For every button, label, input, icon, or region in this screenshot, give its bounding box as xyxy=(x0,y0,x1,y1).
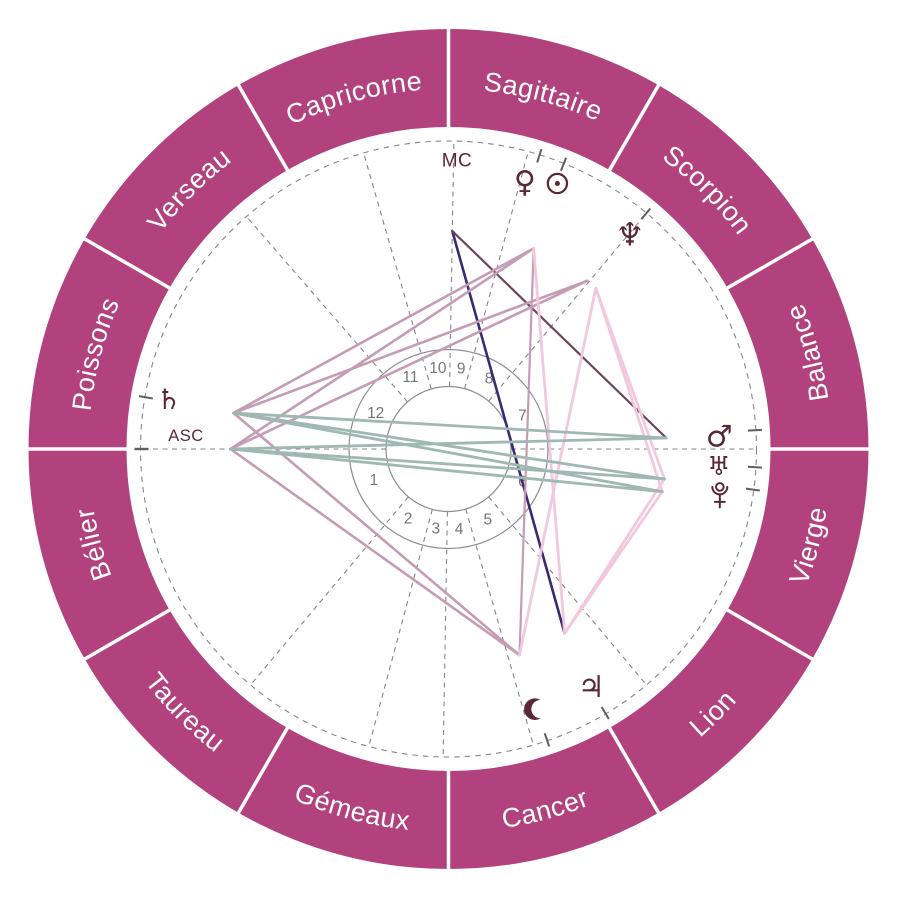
house-number-12: 12 xyxy=(367,405,384,422)
aspect-line-asc-pluton xyxy=(229,447,664,494)
aspect-line-asc-mars xyxy=(229,436,668,451)
planet-lune-glyph xyxy=(524,698,541,720)
aspect-line-mc-mars xyxy=(451,229,668,440)
house-number-7: 7 xyxy=(518,408,527,425)
zodiac-segment-divider xyxy=(236,83,290,172)
planet-pluton-glyph xyxy=(711,482,729,509)
aspect-line-mc-jupiter xyxy=(451,229,566,635)
house-number-11: 11 xyxy=(402,369,418,386)
zodiac-segment-divider xyxy=(725,607,814,662)
pluto-circle-icon xyxy=(715,482,725,492)
house-cusp-line xyxy=(442,511,448,757)
house-cusp-line xyxy=(488,496,647,686)
house-number-4: 4 xyxy=(455,521,464,538)
house-number-3: 3 xyxy=(432,521,441,538)
house-cusp-line xyxy=(368,509,433,747)
house-cusp-line xyxy=(363,152,432,390)
aspect-line-saturne-mars xyxy=(232,411,668,440)
house-number-5: 5 xyxy=(483,511,492,528)
sun-dot-icon xyxy=(554,180,560,186)
house-cusp-line xyxy=(465,508,534,746)
mc-label: MC xyxy=(442,151,473,172)
zodiac-segment-divider xyxy=(83,607,172,662)
moon-crescent-icon xyxy=(524,698,541,720)
planet-soleil-glyph xyxy=(546,172,569,195)
house-wheel-inner-circle xyxy=(385,385,512,513)
planet-tick-lune xyxy=(543,732,551,747)
aspect-line-asc-uranus xyxy=(229,447,666,481)
planet-tick-venus xyxy=(536,148,543,163)
planet-neptune-glyph: ♆ xyxy=(616,215,645,253)
sun-icon xyxy=(546,172,569,195)
aspect-line-saturne-uranus xyxy=(232,411,666,481)
house-number-9: 9 xyxy=(457,360,466,377)
planet-jupiter-glyph: ♃ xyxy=(578,670,605,705)
zodiac-segment-divider xyxy=(607,83,661,172)
planet-tick-jupiter xyxy=(600,706,610,720)
zodiac-segment-divider xyxy=(725,236,814,291)
house-number-2: 2 xyxy=(404,511,413,528)
planet-venus-glyph: ♀ xyxy=(514,165,536,200)
aspect-line-asc-lune xyxy=(229,447,521,657)
planet-saturne-glyph: ♄ xyxy=(156,383,181,416)
planet-tick-soleil xyxy=(559,157,568,172)
planet-tick-mars xyxy=(747,428,762,432)
planet-mars-glyph: ♂ xyxy=(706,420,733,455)
aspect-line-saturne-neptune xyxy=(232,279,589,415)
aspect-line-soleil-lune xyxy=(518,247,535,657)
house-number-10: 10 xyxy=(429,360,447,377)
house-number-8: 8 xyxy=(485,370,494,387)
house-cusp-line xyxy=(246,216,408,403)
house-cusp-line xyxy=(250,496,409,686)
planet-uranus-glyph: ♅ xyxy=(707,452,730,482)
aspect-line-venus-pluton xyxy=(594,286,664,494)
aspect-line-pluton-jupiter xyxy=(563,490,664,635)
planet-tick-pluton xyxy=(745,487,760,492)
zodiac-segment-divider xyxy=(236,726,290,815)
aspect-line-saturne-pluton xyxy=(232,411,664,494)
planet-tick-neptune xyxy=(640,207,652,220)
house-cusp-line xyxy=(488,212,647,402)
zodiac-segment-divider xyxy=(83,236,172,291)
house-wheel-outer-circle xyxy=(348,348,549,550)
zodiac-segment-divider xyxy=(607,726,661,815)
planet-tick-uranus xyxy=(747,465,763,469)
asc-label: ASC xyxy=(168,427,203,445)
aspect-line-saturne-soleil xyxy=(232,247,535,415)
planet-tick-saturne xyxy=(138,395,153,400)
house-cusp-line xyxy=(464,151,529,389)
house-number-1: 1 xyxy=(370,472,379,489)
